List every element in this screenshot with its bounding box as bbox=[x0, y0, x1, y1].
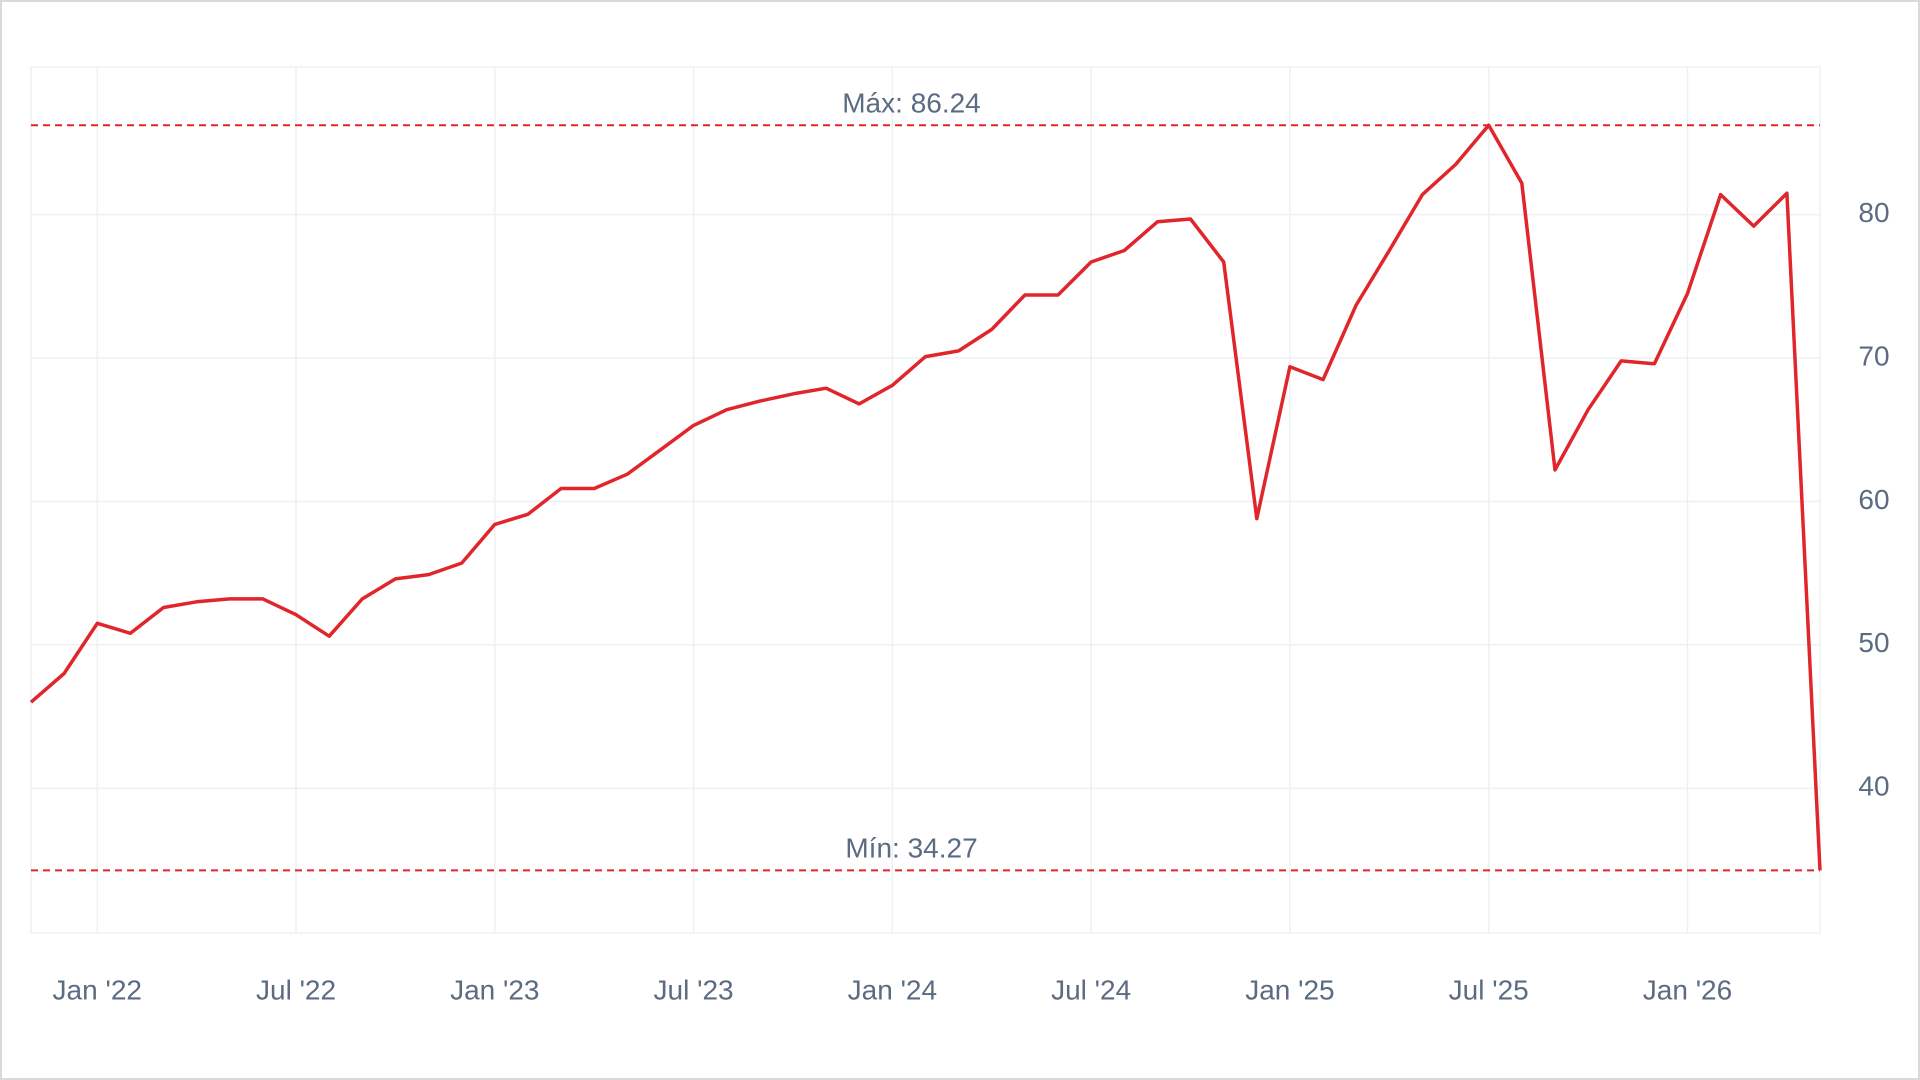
y-tick-label: 40 bbox=[1858, 771, 1889, 802]
x-tick-label: Jul '24 bbox=[1051, 974, 1131, 1005]
x-tick-label: Jul '22 bbox=[256, 974, 336, 1005]
x-tick-label: Jan '22 bbox=[53, 974, 142, 1005]
reference-label: Máx: 86.24 bbox=[842, 88, 981, 119]
x-tick-label: Jul '23 bbox=[654, 974, 734, 1005]
reference-label: Mín: 34.27 bbox=[845, 833, 977, 864]
y-tick-label: 50 bbox=[1858, 627, 1889, 658]
x-tick-label: Jan '26 bbox=[1643, 974, 1732, 1005]
y-tick-label: 70 bbox=[1858, 340, 1889, 371]
x-tick-label: Jan '25 bbox=[1245, 974, 1334, 1005]
x-tick-label: Jul '25 bbox=[1449, 974, 1529, 1005]
x-tick-label: Jan '23 bbox=[450, 974, 539, 1005]
y-tick-label: 80 bbox=[1858, 197, 1889, 228]
x-tick-label: Jan '24 bbox=[848, 974, 937, 1005]
y-tick-label: 60 bbox=[1858, 484, 1889, 515]
plot-area bbox=[30, 66, 1821, 934]
data-line bbox=[29, 123, 1822, 871]
